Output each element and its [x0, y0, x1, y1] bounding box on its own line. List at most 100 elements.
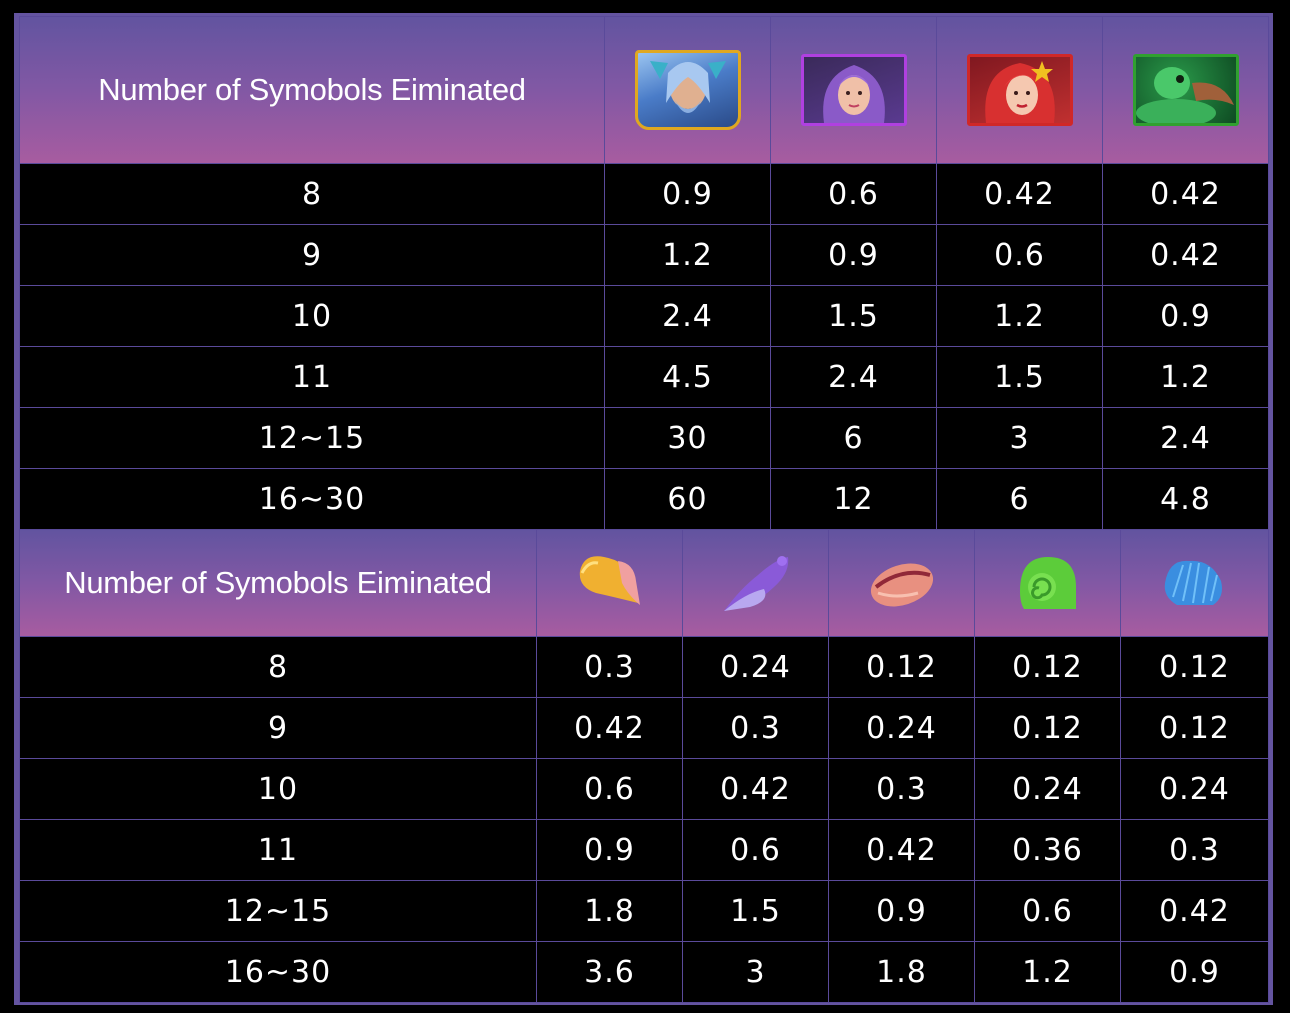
- table-row: 11 4.5 2.4 1.5 1.2: [19, 346, 1269, 408]
- payout-cell: 0.42: [1120, 880, 1269, 942]
- paytable-container: Number of Symobols Eiminated: [19, 16, 1269, 1003]
- table-body: 8 0.3 0.24 0.12 0.12 0.12 9 0.42 0.3 0.2…: [19, 636, 1269, 1003]
- header-label: Number of Symobols Eiminated: [19, 16, 605, 164]
- symbol-header-cowrie: [828, 529, 975, 637]
- table-row: 8 0.3 0.24 0.12 0.12 0.12: [19, 636, 1269, 698]
- table-row: 10 0.6 0.42 0.3 0.24 0.24: [19, 758, 1269, 820]
- table-row: 10 2.4 1.5 1.2 0.9: [19, 285, 1269, 347]
- payout-cell: 1.2: [1102, 346, 1269, 408]
- payout-cell: 0.36: [974, 819, 1121, 881]
- payout-cell: 0.42: [828, 819, 975, 881]
- payout-cell: 0.24: [1120, 758, 1269, 820]
- purple-haired-mermaid-portrait-icon: [800, 54, 907, 126]
- count-cell: 11: [19, 819, 537, 881]
- symbol-header-blue-scallop: [1120, 529, 1269, 637]
- table-row: 11 0.9 0.6 0.42 0.36 0.3: [19, 819, 1269, 881]
- table-row: 12~15 1.8 1.5 0.9 0.6 0.42: [19, 880, 1269, 942]
- table-row: 16~30 3.6 3 1.8 1.2 0.9: [19, 941, 1269, 1003]
- payout-cell: 0.9: [604, 163, 771, 225]
- payout-cell: 6: [770, 407, 937, 469]
- payout-cell: 2.4: [1102, 407, 1269, 469]
- payout-cell: 3: [936, 407, 1103, 469]
- payout-cell: 3.6: [536, 941, 683, 1003]
- table-row: 12~15 30 6 3 2.4: [19, 407, 1269, 469]
- payout-cell: 0.42: [1102, 224, 1269, 286]
- count-cell: 11: [19, 346, 605, 408]
- payout-cell: 4.8: [1102, 468, 1269, 530]
- payout-cell: 6: [936, 468, 1103, 530]
- table-row: 9 1.2 0.9 0.6 0.42: [19, 224, 1269, 286]
- payout-cell: 2.4: [604, 285, 771, 347]
- payout-cell: 0.3: [828, 758, 975, 820]
- table-header-row: Number of Symobols Eiminated: [19, 529, 1269, 637]
- symbol-header-purple-whelk: [682, 529, 829, 637]
- payout-cell: 0.9: [1102, 285, 1269, 347]
- bearded-king-portrait-icon: [634, 50, 741, 130]
- payout-cell: 1.2: [604, 224, 771, 286]
- payout-cell: 0.9: [536, 819, 683, 881]
- payout-cell: 0.12: [974, 636, 1121, 698]
- count-cell: 16~30: [19, 941, 537, 1003]
- payout-cell: 0.24: [974, 758, 1121, 820]
- golden-conch-shell-icon: [574, 553, 646, 613]
- purple-whelk-shell-icon: [720, 553, 792, 613]
- payout-cell: 0.6: [682, 819, 829, 881]
- payout-cell: 0.6: [770, 163, 937, 225]
- symbol-header-purple-mermaid: [770, 16, 937, 164]
- count-cell: 9: [19, 224, 605, 286]
- payout-cell: 12: [770, 468, 937, 530]
- payout-cell: 30: [604, 407, 771, 469]
- payout-cell: 0.12: [828, 636, 975, 698]
- payout-cell: 0.3: [682, 697, 829, 759]
- payout-cell: 0.24: [682, 636, 829, 698]
- payout-cell: 0.12: [974, 697, 1121, 759]
- table-row: 16~30 60 12 6 4.8: [19, 468, 1269, 530]
- paytable-character-symbols: Number of Symobols Eiminated: [19, 16, 1269, 530]
- payout-cell: 1.2: [936, 285, 1103, 347]
- count-cell: 10: [19, 285, 605, 347]
- payout-cell: 0.6: [936, 224, 1103, 286]
- pink-cowrie-shell-icon: [866, 553, 938, 613]
- count-cell: 8: [19, 163, 605, 225]
- table-row: 9 0.42 0.3 0.24 0.12 0.12: [19, 697, 1269, 759]
- payout-cell: 1.8: [536, 880, 683, 942]
- green-spiral-shell-icon: [1012, 553, 1084, 613]
- payout-cell: 0.42: [536, 697, 683, 759]
- payout-cell: 1.5: [936, 346, 1103, 408]
- payout-cell: 0.12: [1120, 697, 1269, 759]
- payout-cell: 0.24: [828, 697, 975, 759]
- payout-cell: 0.9: [1120, 941, 1269, 1003]
- payout-cell: 4.5: [604, 346, 771, 408]
- sea-turtle-portrait-icon: [1132, 54, 1239, 126]
- payout-cell: 0.12: [1120, 636, 1269, 698]
- paytable-shell-symbols: Number of Symobols Eiminated: [19, 529, 1269, 1003]
- payout-cell: 0.42: [682, 758, 829, 820]
- symbol-header-green-snail: [974, 529, 1121, 637]
- table-row: 8 0.9 0.6 0.42 0.42: [19, 163, 1269, 225]
- count-cell: 10: [19, 758, 537, 820]
- red-haired-mermaid-portrait-icon: [966, 54, 1073, 126]
- payout-cell: 0.42: [936, 163, 1103, 225]
- count-cell: 12~15: [19, 880, 537, 942]
- payout-cell: 2.4: [770, 346, 937, 408]
- payout-cell: 1.5: [682, 880, 829, 942]
- payout-cell: 1.8: [828, 941, 975, 1003]
- blue-scallop-shell-icon: [1159, 553, 1231, 613]
- payout-cell: 3: [682, 941, 829, 1003]
- payout-cell: 0.9: [770, 224, 937, 286]
- payout-cell: 0.3: [1120, 819, 1269, 881]
- count-cell: 12~15: [19, 407, 605, 469]
- paytable-frame: Number of Symobols Eiminated: [14, 13, 1273, 1005]
- count-cell: 9: [19, 697, 537, 759]
- payout-cell: 1.2: [974, 941, 1121, 1003]
- header-label: Number of Symobols Eiminated: [19, 529, 537, 637]
- count-cell: 8: [19, 636, 537, 698]
- payout-cell: 0.42: [1102, 163, 1269, 225]
- payout-cell: 0.6: [536, 758, 683, 820]
- payout-cell: 0.6: [974, 880, 1121, 942]
- table-header-row: Number of Symobols Eiminated: [19, 16, 1269, 164]
- payout-cell: 1.5: [770, 285, 937, 347]
- payout-cell: 0.3: [536, 636, 683, 698]
- symbol-header-sea-king: [604, 16, 771, 164]
- symbol-header-golden-conch: [536, 529, 683, 637]
